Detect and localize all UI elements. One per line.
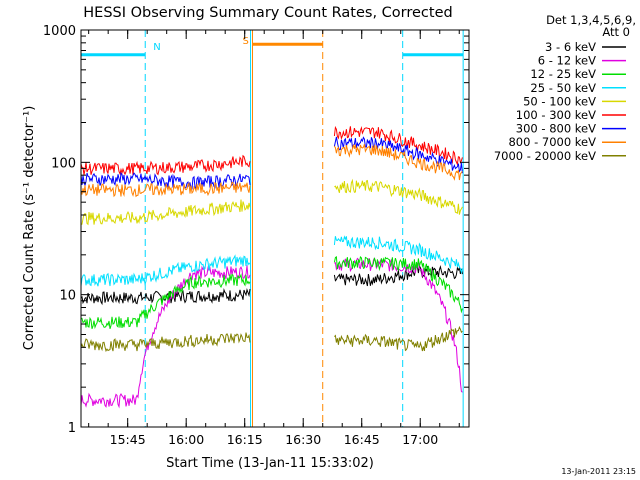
chart-title: HESSI Observing Summary Count Rates, Cor… [83, 5, 452, 21]
y-tick-label: 100 [51, 156, 76, 171]
saa-marker-label: S [243, 36, 249, 47]
series-line [333, 144, 463, 181]
plot-area: NS [80, 30, 464, 427]
y-tick-label: 10 [59, 289, 76, 304]
x-tick-label: 15:45 [110, 432, 146, 447]
y-tick-label: 1000 [43, 24, 76, 39]
series-line [80, 287, 251, 306]
series-line [333, 136, 463, 174]
x-axis: 15:45 16:00 16:15 16:30 16:45 17:00 [88, 30, 460, 447]
footer-date: 13-Jan-2011 23:15 [561, 467, 636, 476]
legend-item-label: 50 - 100 keV [523, 94, 596, 108]
series-line [334, 325, 463, 352]
y-axis-label: Corrected Count Rate (s⁻¹ detector⁻¹) [22, 106, 37, 351]
legend-item-label: 12 - 25 keV [530, 67, 596, 81]
series-line [80, 332, 251, 353]
series-line [80, 181, 251, 198]
y-axis: 1 10 100 1000 [43, 24, 469, 436]
x-axis-label: Start Time (13-Jan-11 15:33:02) [166, 456, 374, 471]
legend-item-label: 7000 - 20000 keV [494, 149, 596, 163]
legend-item-label: 6 - 12 keV [538, 54, 596, 68]
legend-item-label: 3 - 6 keV [545, 40, 596, 54]
legend-item-label: 300 - 800 keV [516, 122, 596, 136]
series-line [333, 125, 463, 167]
legend-title: Det 1,3,4,5,6,9, [546, 13, 636, 27]
legend-item-label: 100 - 300 keV [516, 108, 596, 122]
x-tick-label: 16:15 [227, 432, 263, 447]
series-line [80, 265, 251, 409]
plot-frame [80, 29, 470, 428]
legend-subtitle: Att 0 [602, 25, 630, 39]
x-tick-label: 16:00 [168, 432, 204, 447]
series-line [333, 255, 463, 314]
night-marker-label: N [153, 42, 160, 53]
x-tick-label: 17:00 [402, 432, 438, 447]
x-tick-label: 16:30 [285, 432, 321, 447]
series-line [334, 178, 463, 215]
y-tick-label: 1 [68, 421, 76, 436]
series-line [80, 154, 251, 176]
series-line [81, 273, 251, 330]
series-line [80, 199, 251, 226]
series-line [80, 254, 251, 287]
legend-item-label: 800 - 7000 keV [508, 135, 596, 149]
series-line [333, 235, 463, 275]
legend-item-label: 25 - 50 keV [530, 81, 596, 95]
x-tick-label: 16:45 [344, 432, 380, 447]
